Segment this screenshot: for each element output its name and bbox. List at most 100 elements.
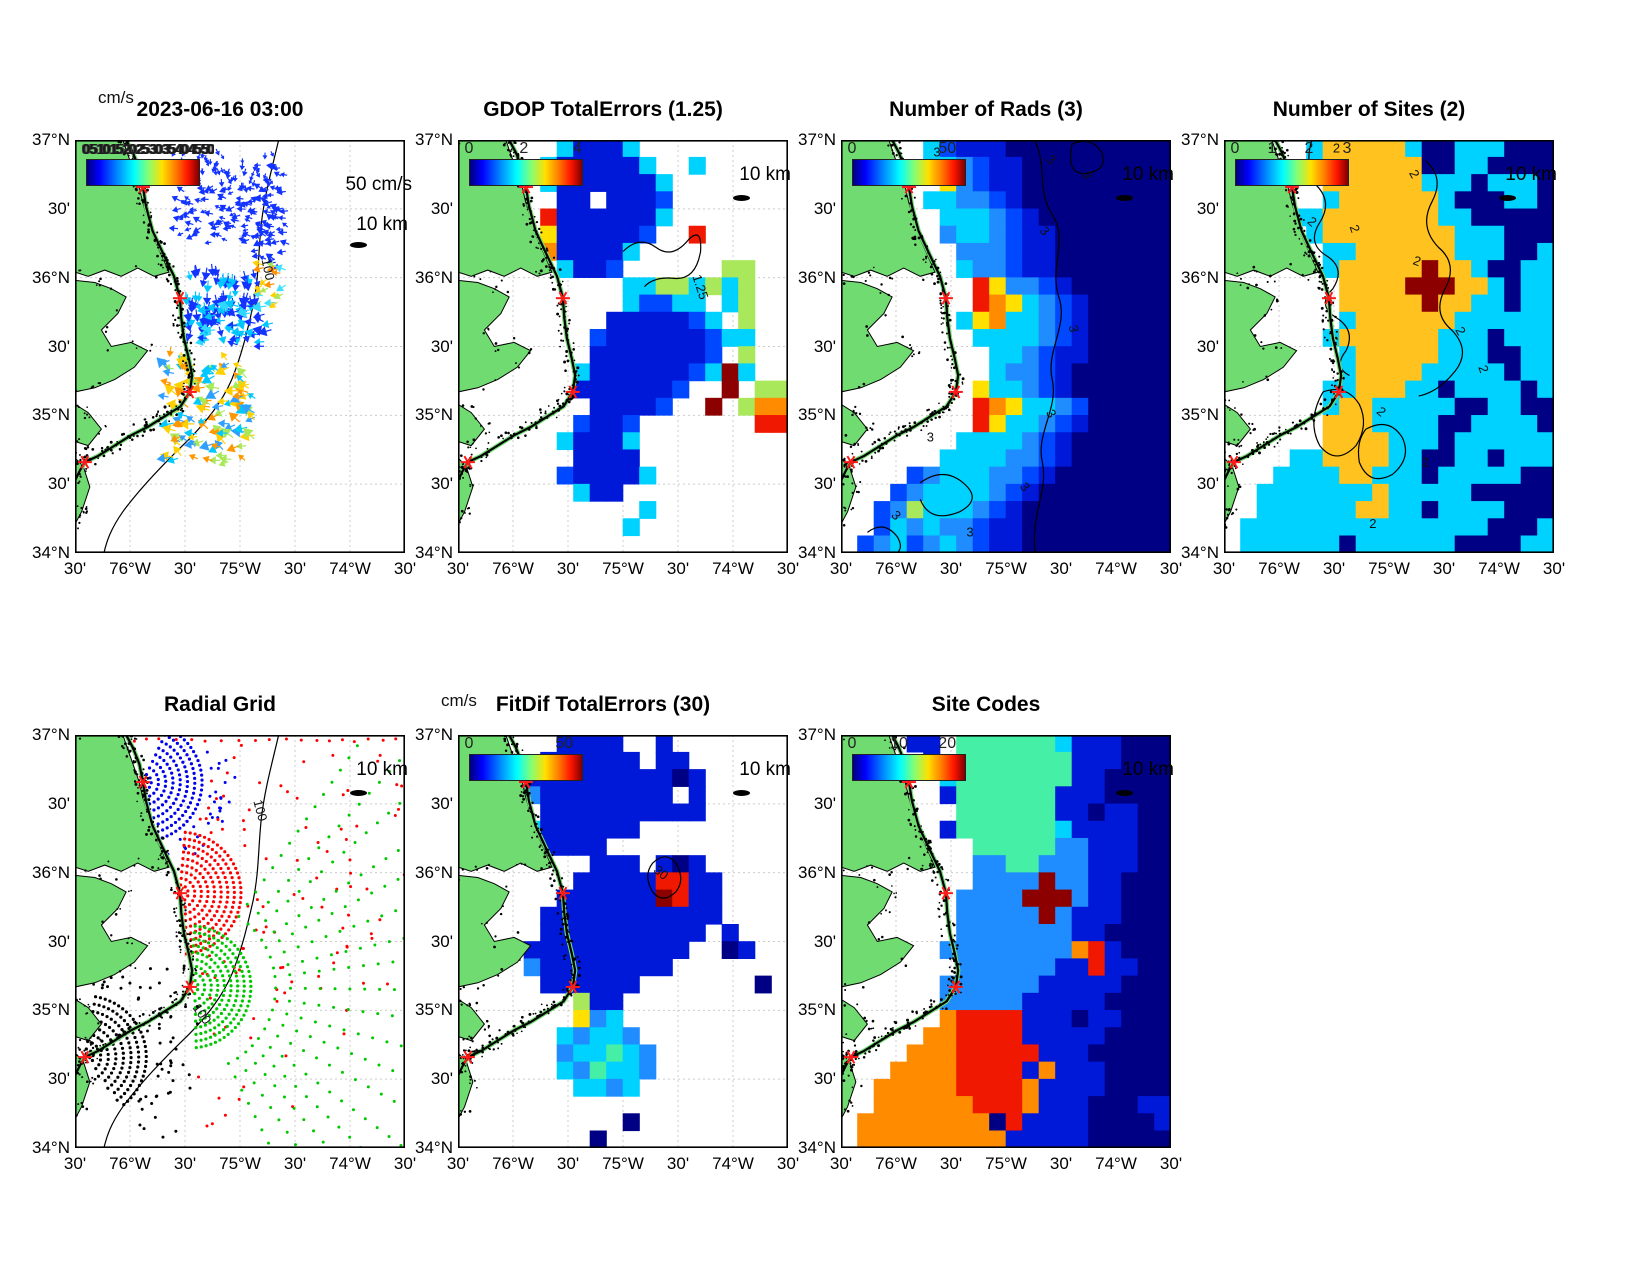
x-tick: 30' — [939, 559, 963, 578]
contour-label: 3 — [927, 429, 934, 444]
scale-bar-icon — [1116, 790, 1133, 796]
y-tick: 35°N — [32, 1000, 70, 1020]
scale-bar-icon — [1499, 195, 1516, 201]
contour-lines — [103, 735, 280, 1148]
y-tick: 36°N — [415, 267, 453, 287]
contour-label: 100 — [259, 257, 278, 281]
colorbar-tick: 50 — [555, 735, 574, 752]
colorbar-tick: 10 — [890, 735, 908, 752]
y-tick: 30' — [1196, 336, 1219, 356]
x-tick: 75°W — [602, 1154, 644, 1173]
radar-site-markers — [77, 775, 197, 1064]
x-tick: 74°W — [712, 1154, 754, 1173]
x-tick: 30' — [829, 559, 853, 578]
x-tick: 30' — [939, 1154, 963, 1173]
coast-speckles — [841, 735, 963, 1114]
map-gdop-total-errors: 1.25 — [458, 140, 788, 553]
y-tick: 30' — [47, 474, 70, 494]
panel-number-of-rads: Number of Rads (3) 37°N 30' 36°N 30' 35°N 30' 3… — [786, 82, 1186, 587]
y-tick: 30' — [813, 198, 836, 218]
scale-bar-icon — [350, 790, 367, 796]
contour-lines — [103, 140, 280, 553]
contour-label: 2 — [1475, 363, 1492, 375]
y-tick: 30' — [813, 793, 836, 813]
y-tick: 35°N — [798, 1000, 836, 1020]
colorbar-tick: 4 — [573, 140, 583, 157]
x-tick: 74°W — [329, 559, 371, 578]
y-tick: 35°N — [415, 405, 453, 425]
x-tick: 76°W — [109, 559, 151, 578]
x-tick: 74°W — [712, 559, 754, 578]
coast-speckles — [841, 140, 965, 527]
x-tick: 30' — [283, 559, 307, 578]
x-tick: 30' — [173, 559, 197, 578]
y-tick: 35°N — [32, 405, 70, 425]
y-tick: 34°N — [32, 543, 70, 562]
y-tick: 34°N — [798, 1138, 836, 1157]
scale-10km-label: 10 km — [1505, 164, 1557, 185]
panel-gdop-total-errors: GDOP TotalErrors (1.25) 37°N 30' 36°N 30' 35°… — [403, 82, 803, 587]
colorbar-tick: 0 — [1230, 140, 1240, 157]
colorbar-tick: 0 — [847, 140, 857, 157]
panel-surface-currents: 2023-06-16 03:00 cm/s 37°N 30' 36°N 30' 35°N 30… — [20, 82, 420, 587]
x-tick: 30' — [556, 559, 580, 578]
y-tick: 30' — [47, 336, 70, 356]
coastline — [75, 735, 194, 1077]
y-tick: 35°N — [798, 405, 836, 425]
y-tick: 37°N — [798, 725, 836, 744]
radar-site-markers — [843, 180, 963, 469]
colorbar — [852, 159, 966, 186]
y-tick: 30' — [430, 793, 453, 813]
colorbar — [469, 159, 583, 186]
heatmap-cells — [857, 140, 1171, 553]
x-tick: 30' — [666, 1154, 690, 1173]
scale-10km-label: 10 km — [1122, 164, 1174, 185]
scale-10km-label: 10 km — [1122, 759, 1174, 780]
x-tick: 30' — [1049, 559, 1073, 578]
x-tick: 30' — [556, 1154, 580, 1173]
contour-label: 3 — [1066, 324, 1082, 334]
contour-label: 3 — [1079, 169, 1096, 181]
colorbar — [1235, 159, 1349, 186]
y-tick: 37°N — [32, 725, 70, 744]
y-tick: 30' — [813, 336, 836, 356]
y-tick: 34°N — [1181, 543, 1219, 562]
x-tick: 75°W — [985, 1154, 1027, 1173]
colorbar-tick: 50 — [938, 140, 957, 157]
scale-10km-label: 10 km — [739, 759, 791, 780]
y-tick: 37°N — [1181, 130, 1219, 149]
radar-site-markers — [460, 180, 580, 469]
scale-bar-icon — [733, 790, 750, 796]
radar-site-markers — [77, 180, 197, 469]
units-label: cm/s — [98, 88, 134, 107]
x-tick: 30' — [829, 1154, 853, 1173]
y-tick: 30' — [813, 474, 836, 494]
y-tick: 36°N — [1181, 267, 1219, 287]
land-polygons — [75, 735, 170, 1120]
x-tick: 75°W — [219, 559, 261, 578]
x-tick: 76°W — [492, 1154, 534, 1173]
y-tick: 30' — [430, 1069, 453, 1089]
colorbar-tick: 1 — [1267, 140, 1277, 157]
y-tick: 36°N — [798, 862, 836, 882]
contour-lines — [867, 140, 1103, 553]
plot-frame — [75, 140, 405, 553]
x-tick: 30' — [283, 1154, 307, 1173]
x-tick: 30' — [446, 1154, 470, 1173]
contour-label: 1.25 — [689, 273, 711, 302]
contour-label: 2 — [1422, 454, 1429, 469]
panel-title: GDOP TotalErrors (1.25) — [483, 98, 723, 121]
y-tick: 37°N — [415, 130, 453, 149]
y-tick: 30' — [813, 1069, 836, 1089]
x-tick: 30' — [63, 1154, 87, 1173]
x-tick: 30' — [63, 559, 87, 578]
plot-frame — [841, 140, 1171, 553]
x-tick: 30' — [393, 559, 417, 578]
scale-10km-label: 10 km — [356, 759, 408, 780]
map-fitdif-total-errors: 30 — [458, 735, 788, 1148]
x-tick: 76°W — [875, 1154, 917, 1173]
colorbar-tick: 2 — [519, 140, 529, 157]
y-tick: 35°N — [1181, 405, 1219, 425]
